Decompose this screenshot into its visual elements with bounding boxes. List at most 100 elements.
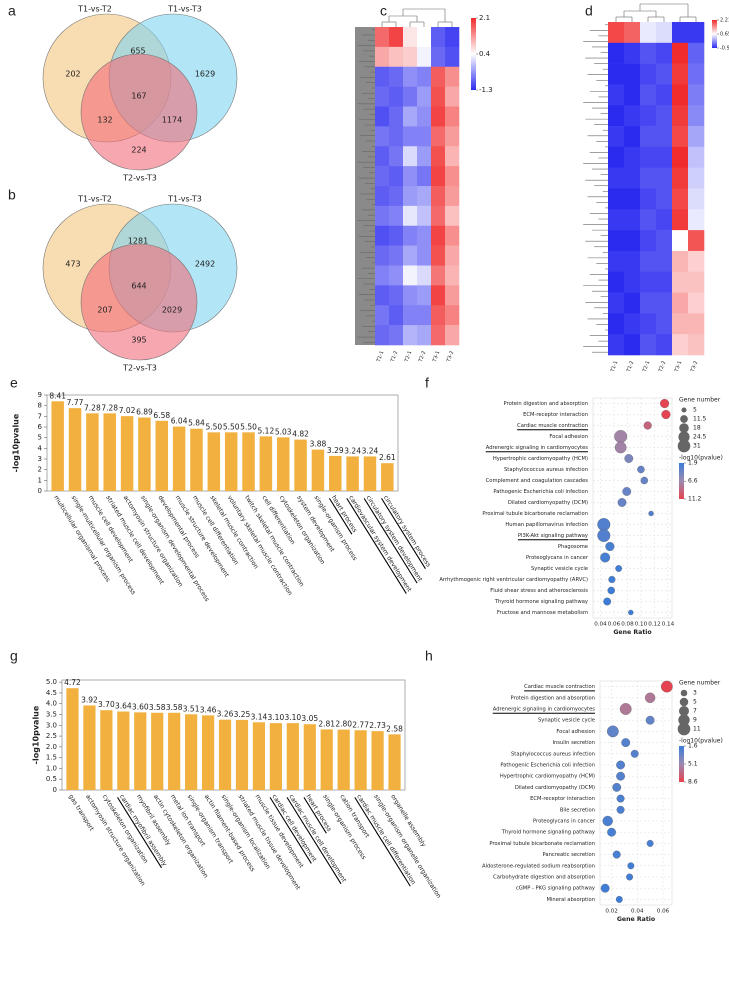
bar <box>354 730 367 790</box>
bubble <box>607 586 615 595</box>
bar <box>155 420 169 491</box>
value-label: 3.29 <box>327 446 344 455</box>
y-tick-label: 0 <box>38 487 42 495</box>
column-label: T2-2 <box>657 360 667 374</box>
region-count: 644 <box>131 282 146 291</box>
panel-label: h <box>425 648 433 664</box>
venn-circle <box>80 53 198 171</box>
heatmap-cell <box>656 167 673 189</box>
value-label: 6.89 <box>136 408 153 417</box>
heatmap-cell <box>403 27 418 48</box>
bubble <box>614 430 628 443</box>
value-label: 7.28 <box>84 403 101 412</box>
region-count: 207 <box>97 306 112 315</box>
bubble <box>608 575 616 584</box>
size-legend-label: 18 <box>693 425 701 432</box>
bubble <box>640 476 649 485</box>
heatmap-cell <box>375 106 390 127</box>
heatmap-cell <box>672 313 689 335</box>
bar <box>346 456 359 491</box>
y-tick-label: 4.0 <box>46 700 57 708</box>
heatmap-cell <box>431 325 446 346</box>
y-tick-label: Proteoglycans in cancer <box>533 819 596 825</box>
heatmap-cell <box>389 265 404 286</box>
heatmap-cell <box>417 166 432 187</box>
heatmap-cell <box>656 271 673 293</box>
heatmap-cell <box>608 105 625 127</box>
size-legend-key <box>677 439 691 453</box>
heatmap-cell <box>624 230 641 252</box>
y-tick-label: Complement and coagulation cascades <box>486 478 589 484</box>
heatmap-cell <box>688 167 705 189</box>
dendrogram <box>355 27 375 345</box>
bubble <box>648 510 654 517</box>
panel-label: e <box>10 375 18 391</box>
heatmap-cell <box>672 188 689 210</box>
size-legend-key <box>679 697 689 707</box>
heatmap-cell <box>431 205 446 227</box>
heatmap-cell <box>688 313 705 335</box>
heatmap-cell <box>624 292 641 314</box>
bubble <box>661 409 671 420</box>
set-label: T1-vs-T2 <box>77 5 112 14</box>
heatmap-cell <box>389 166 404 187</box>
heatmap-cell <box>672 167 689 189</box>
heatmap-cell <box>624 250 641 273</box>
heatmap-cell <box>445 285 460 306</box>
bar <box>242 432 255 491</box>
heatmap-cell <box>445 166 460 187</box>
heatmap-cell <box>389 27 404 48</box>
bar <box>68 408 82 491</box>
y-tick-label: 6 <box>38 423 43 431</box>
heatmap-cell <box>640 334 657 356</box>
y-tick-label: Insulin secretion <box>552 740 595 746</box>
bar <box>201 715 215 790</box>
bar <box>190 428 203 491</box>
heatmap-cell <box>672 84 689 106</box>
heatmap-cell <box>672 63 689 85</box>
heatmap-cell <box>389 245 404 266</box>
category-label-group: single-organism organelle organization <box>372 793 442 899</box>
value-label: 3.10 <box>284 713 301 722</box>
y-tick-label: Focal adhesion <box>549 434 588 440</box>
heatmap-cell <box>624 22 641 44</box>
value-label: 2.61 <box>379 453 396 462</box>
column-label: T1-2 <box>389 350 399 364</box>
set-label: T1-vs-T3 <box>167 195 202 204</box>
heatmap-cell <box>375 285 390 306</box>
y-tick-label: 2 <box>38 466 42 474</box>
plot-frame <box>61 679 406 791</box>
plot-frame <box>46 394 399 492</box>
y-tick-label: ECM-receptor interaction <box>530 796 595 802</box>
heatmap-cell <box>608 292 625 314</box>
bubble <box>597 529 611 542</box>
bar <box>100 710 113 790</box>
size-legend-key <box>681 407 687 413</box>
size-legend-label: 9 <box>693 717 697 724</box>
bar <box>168 712 181 790</box>
bubble <box>607 827 616 837</box>
bar <box>218 719 232 790</box>
highlight-underline <box>269 797 312 864</box>
value-label: 3.46 <box>200 705 217 714</box>
y-tick-label: Synaptic vesicle cycle <box>538 718 595 724</box>
y-tick-label: Thyroid hormone signaling pathway <box>501 830 595 836</box>
heatmap-cell <box>656 292 673 314</box>
y-tick-label: Pathogenic Escherichia coli infection <box>500 763 595 769</box>
heatmap-cell <box>656 313 673 335</box>
heatmap-cell <box>624 146 641 168</box>
bar <box>294 439 307 491</box>
colorbar-tick-label: 11.2 <box>688 496 702 503</box>
bar <box>151 712 164 790</box>
y-tick-label: 4.5 <box>46 689 57 697</box>
heatmap-cell <box>375 66 390 87</box>
y-tick-label: 8 <box>38 402 42 410</box>
y-tick-label: 5 <box>38 434 42 442</box>
y-tick-label: Cardiac muscle contraction <box>524 684 595 690</box>
colorbar-tick-label: 8.6 <box>688 779 698 786</box>
heatmap-cell <box>640 209 657 231</box>
y-tick-label: 7 <box>38 412 42 420</box>
value-label: 3.60 <box>132 702 149 711</box>
heatmap-cell <box>688 63 705 85</box>
y-tick-label: Fructose and mannose metabolism <box>497 610 588 616</box>
